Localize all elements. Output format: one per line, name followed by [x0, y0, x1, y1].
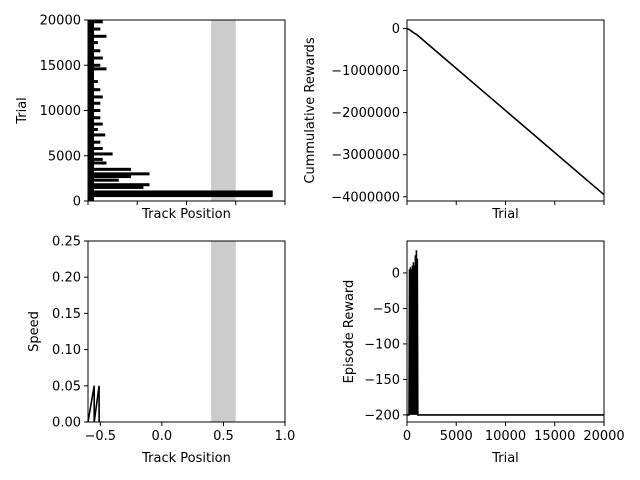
trial-band [88, 185, 144, 189]
trial-band [88, 175, 132, 179]
x-tick-label: 5000 [440, 429, 473, 444]
y-tick-label: 5000 [48, 149, 81, 164]
x-axis-label: Trial [491, 451, 519, 466]
x-tick-label: 1.0 [275, 429, 296, 444]
x-axis-label: Track Position [141, 451, 231, 466]
y-tick-label: 10000 [40, 104, 81, 119]
y-axis-label: Speed [27, 311, 42, 352]
y-tick-label: 0 [392, 266, 400, 281]
series-line [407, 250, 604, 416]
goal-region [211, 20, 236, 201]
cumulative-rewards-plot: 0 −1000000 −2000000 −3000000 −4000000 Trial Cu… [303, 19, 605, 222]
trial-band [88, 109, 101, 112]
series-line [406, 27, 605, 196]
y-tick-label: −150 [364, 373, 400, 388]
position-column [88, 20, 94, 201]
x-tick-label: 15000 [534, 429, 575, 444]
x-axis-label: Track Position [141, 207, 231, 222]
x-tick-label: 10000 [485, 429, 526, 444]
y-tick-label: −100 [364, 337, 400, 352]
y-tick-label: −50 [373, 302, 400, 317]
trial-band [88, 133, 106, 137]
x-tick-label: 20000 [583, 429, 624, 444]
trial-band [88, 116, 101, 120]
y-axis-label: Cummulative Rewards [303, 37, 318, 183]
trial-band [88, 152, 113, 156]
series-line [87, 385, 100, 423]
y-tick-label: 20000 [40, 14, 81, 29]
y-tick-label: 0 [73, 195, 81, 210]
trial-band [88, 88, 101, 92]
trial-band [88, 172, 150, 176]
trial-band [88, 140, 101, 144]
trial-band [88, 147, 103, 151]
trial-band [88, 56, 103, 60]
trial-band [88, 20, 103, 24]
y-tick-label: 0.25 [52, 235, 81, 250]
goal-region [211, 241, 236, 422]
y-tick-label: −4000000 [331, 190, 400, 205]
episode-reward-plot: 0−50−100−150−2000 5000 10000 15000 20000Tria… [342, 240, 625, 466]
trial-band [88, 183, 150, 187]
trial-band [88, 101, 101, 105]
y-tick-label: 0.15 [52, 307, 81, 322]
trial-band [88, 167, 132, 171]
y-tick-label: 0.10 [52, 343, 81, 358]
trial-band [88, 192, 273, 196]
y-tick-label: 0.00 [52, 416, 81, 431]
track-trial-plot: 0 5000 10000 15000 20000 Track Position Trial [15, 14, 286, 222]
x-tick-label: 0.0 [152, 429, 173, 444]
x-tick-label: −0.5 [85, 429, 117, 444]
trial-band [88, 157, 103, 161]
y-tick-label: −3000000 [331, 148, 400, 163]
y-tick-label: −1000000 [331, 64, 400, 79]
trial-band [88, 95, 103, 99]
y-tick-label: 0 [392, 22, 400, 37]
y-tick-label: −2000000 [331, 106, 400, 121]
y-tick-label: −200 [364, 408, 400, 423]
x-tick-label: 0.5 [213, 429, 234, 444]
y-tick-label: 0.20 [52, 271, 81, 286]
trial-band [88, 67, 107, 71]
trial-band [88, 27, 101, 31]
y-tick-label: 0.05 [52, 379, 81, 394]
trial-band [88, 161, 107, 165]
y-tick-label: 15000 [40, 59, 81, 74]
axes-frame [87, 240, 286, 423]
trial-band [88, 63, 101, 67]
y-axis-label: Trial [15, 97, 30, 125]
trial-band [88, 194, 273, 198]
trial-band [88, 49, 101, 53]
trial-band [88, 122, 103, 126]
trial-band [88, 34, 107, 38]
axes-frame [406, 240, 605, 423]
x-axis-label: Trial [491, 207, 519, 222]
x-tick-label: 0 [403, 429, 411, 444]
trial-band [88, 178, 119, 182]
speed-plot: 0.00 0.05 0.10 0.15 0.20 0.25 −0.5 0.0 0.5 1.0 Tra… [27, 235, 295, 467]
y-axis-label: Episode Reward [342, 280, 357, 384]
trial-band [88, 190, 273, 194]
